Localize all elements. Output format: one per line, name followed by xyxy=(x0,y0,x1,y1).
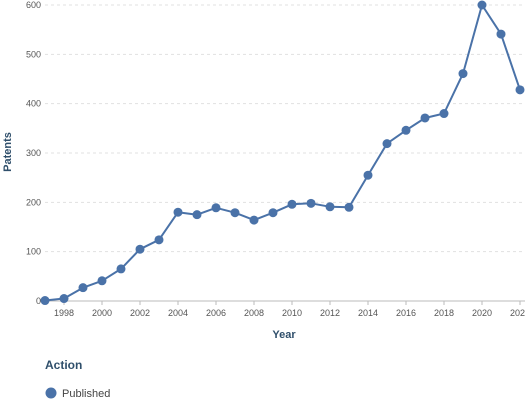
circle-icon xyxy=(45,387,57,399)
legend-item-published[interactable]: Published xyxy=(45,387,111,400)
x-tick-label: 2002 xyxy=(130,308,150,318)
x-tick-label: 1998 xyxy=(54,308,74,318)
y-axis-title: Patents xyxy=(2,132,14,172)
x-tick-label: 2006 xyxy=(206,308,226,318)
data-point[interactable] xyxy=(211,203,221,213)
legend-title: Action xyxy=(45,358,82,372)
data-point[interactable] xyxy=(439,109,449,119)
y-tick-label: 300 xyxy=(26,148,41,158)
data-point[interactable] xyxy=(477,0,487,10)
data-point[interactable] xyxy=(287,199,297,209)
y-tick-label: 600 xyxy=(26,0,41,10)
x-tick-label: 2022 xyxy=(510,308,525,318)
data-point[interactable] xyxy=(78,283,88,293)
data-point[interactable] xyxy=(135,244,145,254)
series-published[interactable] xyxy=(40,0,525,306)
legend-label-published: Published xyxy=(62,388,110,400)
data-point[interactable] xyxy=(344,202,354,212)
x-tick-label: 2020 xyxy=(472,308,492,318)
data-point[interactable] xyxy=(420,113,430,123)
tick-labels: 0 100 200 300 400 500 600 1998 2000 2002 2004 2006 2… xyxy=(26,0,525,318)
x-tick-label: 2010 xyxy=(282,308,302,318)
y-tick-label: 100 xyxy=(26,247,41,257)
data-point[interactable] xyxy=(59,294,69,304)
data-point[interactable] xyxy=(173,207,183,217)
x-tick-label: 2012 xyxy=(320,308,340,318)
y-tick-label: 0 xyxy=(36,296,41,306)
data-point[interactable] xyxy=(192,210,202,220)
data-point[interactable] xyxy=(325,202,335,212)
x-axis-title: Year xyxy=(272,329,296,341)
data-point[interactable] xyxy=(496,29,506,39)
data-point[interactable] xyxy=(268,208,278,218)
y-tick-label: 200 xyxy=(26,197,41,207)
data-point[interactable] xyxy=(515,85,525,95)
data-point[interactable] xyxy=(401,125,411,135)
legend: Action Published xyxy=(45,358,110,400)
data-point[interactable] xyxy=(382,139,392,149)
data-point[interactable] xyxy=(363,170,373,180)
data-point[interactable] xyxy=(306,198,316,208)
data-point[interactable] xyxy=(40,296,50,306)
data-point[interactable] xyxy=(97,276,107,286)
y-tick-label: 400 xyxy=(26,99,41,109)
x-tick-label: 2004 xyxy=(168,308,188,318)
gridlines xyxy=(45,4,525,253)
x-tick-label: 2016 xyxy=(396,308,416,318)
data-point[interactable] xyxy=(154,235,164,245)
x-tick-label: 2014 xyxy=(358,308,378,318)
y-tick-label: 500 xyxy=(26,49,41,59)
x-tick-label: 2008 xyxy=(244,308,264,318)
axes xyxy=(45,300,525,305)
data-point[interactable] xyxy=(230,208,240,218)
data-point[interactable] xyxy=(249,215,259,225)
data-point[interactable] xyxy=(116,264,126,274)
x-tick-label: 2000 xyxy=(92,308,112,318)
data-point[interactable] xyxy=(458,69,468,79)
x-tick-label: 2018 xyxy=(434,308,454,318)
